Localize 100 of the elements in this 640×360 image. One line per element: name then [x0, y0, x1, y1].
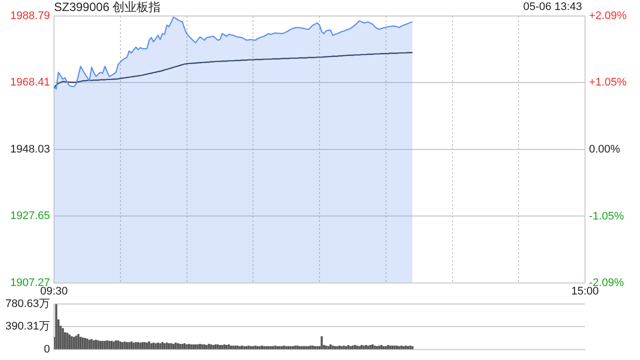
bar	[90, 339, 93, 350]
bar	[336, 346, 338, 350]
bar	[92, 340, 95, 350]
bar	[241, 346, 244, 350]
chart-title: SZ399006 创业板指	[54, 0, 161, 16]
bar	[212, 345, 214, 350]
bar	[208, 344, 210, 350]
bar	[210, 344, 212, 350]
bar	[62, 328, 64, 350]
bar	[130, 342, 132, 350]
y2-tick-label: +1.05%	[589, 76, 627, 88]
bar	[137, 342, 140, 350]
bar	[232, 346, 234, 350]
bar	[144, 342, 146, 350]
bar	[203, 344, 206, 350]
bar	[364, 345, 367, 350]
bar	[250, 346, 252, 350]
bar	[110, 340, 113, 350]
bar	[374, 346, 376, 350]
bar	[332, 346, 334, 350]
bar	[150, 343, 152, 350]
bar	[302, 346, 306, 350]
bar	[402, 346, 405, 350]
bar	[126, 342, 128, 350]
bar	[409, 346, 412, 350]
bar	[325, 346, 328, 350]
bar	[230, 346, 232, 350]
bar	[292, 346, 294, 350]
x-tick-label: 09:30	[40, 285, 68, 298]
bar	[274, 346, 276, 350]
bar	[181, 344, 184, 350]
bar	[174, 342, 177, 350]
bar	[108, 340, 110, 350]
bar	[356, 346, 358, 350]
bar	[358, 346, 360, 350]
y-tick-label: 1988.79	[10, 10, 50, 22]
bar	[300, 346, 303, 350]
bar	[234, 346, 236, 350]
bar	[334, 346, 336, 350]
bar	[312, 346, 314, 350]
bar	[192, 344, 194, 350]
bar	[352, 346, 354, 350]
bar	[124, 342, 126, 350]
bar	[376, 346, 378, 350]
bar	[106, 340, 108, 350]
bar	[166, 342, 168, 350]
bar	[280, 346, 283, 350]
bar	[272, 346, 274, 350]
bar	[248, 346, 250, 350]
bar	[236, 346, 239, 350]
bar	[88, 340, 90, 350]
bar	[396, 346, 398, 350]
bar	[406, 346, 410, 350]
bar	[404, 346, 407, 350]
bar	[119, 342, 122, 350]
y2-tick-label: 0.00%	[589, 143, 620, 156]
bar	[70, 336, 73, 350]
bar	[132, 342, 135, 350]
bar	[172, 344, 175, 350]
bar	[148, 342, 150, 350]
bar	[345, 346, 348, 350]
bar	[263, 346, 266, 350]
bar	[114, 340, 117, 350]
bar	[285, 346, 288, 350]
bar	[170, 343, 172, 350]
bar	[283, 346, 286, 350]
bar	[102, 340, 104, 350]
bar	[198, 344, 202, 350]
bar	[184, 343, 186, 350]
bar	[168, 343, 170, 350]
bar	[347, 345, 350, 350]
bar	[362, 346, 365, 350]
bar	[354, 345, 356, 350]
bar	[243, 346, 246, 350]
bar	[95, 340, 98, 350]
bar	[252, 346, 254, 350]
bar	[278, 346, 281, 350]
bar	[307, 346, 310, 350]
bar	[314, 346, 316, 350]
bar	[152, 342, 155, 350]
bar	[201, 344, 204, 350]
bar	[77, 334, 80, 350]
bar	[268, 346, 270, 350]
bar	[86, 338, 88, 350]
bar	[104, 340, 106, 350]
y2-tick-label: +2.09%	[589, 10, 627, 22]
bar	[179, 344, 182, 350]
bar	[80, 336, 82, 350]
bar	[265, 346, 268, 350]
bar	[218, 345, 221, 350]
bar	[64, 332, 66, 350]
bar	[327, 346, 330, 350]
bar	[400, 346, 402, 350]
bar	[161, 342, 164, 350]
bar	[156, 342, 160, 350]
bar	[369, 345, 372, 350]
bar	[196, 344, 199, 350]
bar	[330, 344, 332, 350]
bar	[97, 340, 100, 350]
y-tick-label: 1927.65	[10, 210, 50, 222]
